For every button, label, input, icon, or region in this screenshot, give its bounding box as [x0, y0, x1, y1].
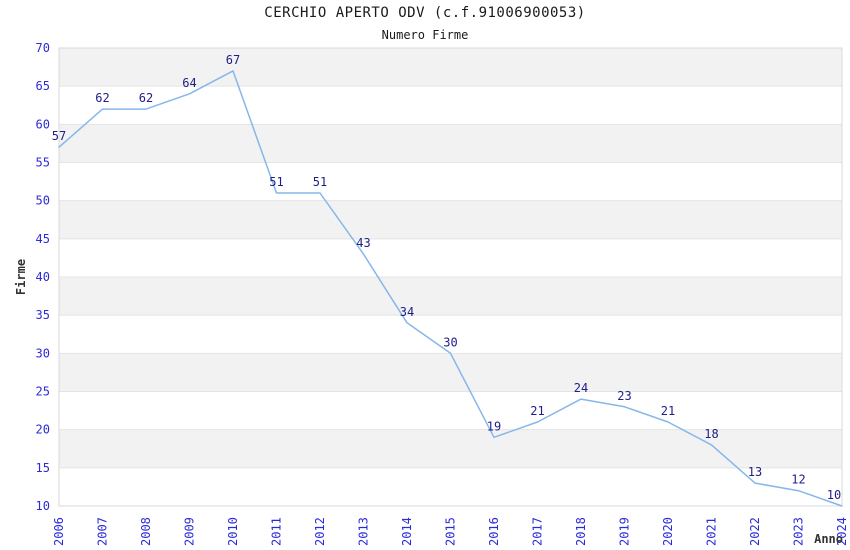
data-point-label: 13: [748, 465, 762, 479]
data-point-label: 21: [661, 404, 675, 418]
data-point-label: 62: [95, 91, 109, 105]
plot-band: [59, 467, 842, 506]
plot-band: [59, 391, 842, 430]
data-line: [58, 70, 843, 507]
data-point-label: 24: [574, 381, 588, 395]
x-tick-label: 2013: [357, 517, 371, 546]
data-point-label: 10: [827, 488, 841, 502]
y-tick-label: 60: [36, 117, 50, 131]
chart-subtitle: Numero Firme: [381, 28, 469, 42]
y-tick-label: 40: [36, 270, 50, 284]
y-tick-label: 45: [36, 232, 50, 246]
x-tick-label: 2012: [313, 517, 327, 546]
plot-band: [59, 238, 842, 277]
x-tick-label: 2024: [835, 517, 849, 546]
data-point-label: 43: [356, 236, 370, 250]
plot-band: [59, 124, 842, 163]
x-tick-label: 2011: [270, 517, 284, 546]
plot-band: [59, 429, 842, 468]
data-point-label: 67: [226, 53, 240, 67]
plot-band: [59, 353, 842, 392]
data-point-label: 30: [443, 335, 457, 349]
x-tick-label: 2020: [661, 517, 675, 546]
plot-band: [59, 86, 842, 125]
y-tick-label: 30: [36, 346, 50, 360]
data-point-label: 51: [313, 175, 327, 189]
y-tick-label: 10: [36, 499, 50, 513]
y-tick-label: 35: [36, 308, 50, 322]
x-tick-label: 2017: [531, 517, 545, 546]
data-point-label: 12: [791, 473, 805, 487]
data-point-label: 19: [487, 419, 501, 433]
plot-band: [59, 277, 842, 316]
data-point-label: 51: [269, 175, 283, 189]
x-tick-label: 2007: [96, 517, 110, 546]
y-tick-label: 15: [36, 461, 50, 475]
plot-band: [59, 162, 842, 201]
y-tick-label: 65: [36, 79, 50, 93]
y-axis-title: Firme: [14, 259, 28, 295]
x-tick-label: 2006: [52, 517, 66, 546]
x-tick-label: 2010: [226, 517, 240, 546]
x-tick-label: 2014: [400, 517, 414, 546]
x-tick-label: 2018: [574, 517, 588, 546]
y-tick-label: 25: [36, 385, 50, 399]
x-tick-label: 2021: [705, 517, 719, 546]
plot-band: [59, 48, 842, 87]
x-tick-label: 2019: [618, 517, 632, 546]
x-tick-label: 2008: [139, 517, 153, 546]
y-tick-label: 70: [36, 41, 50, 55]
x-tick-label: 2023: [792, 517, 806, 546]
data-point-label: 34: [400, 305, 414, 319]
data-point-label: 18: [704, 427, 718, 441]
x-tick-label: 2022: [748, 517, 762, 546]
x-axis-title: Anno: [814, 532, 843, 546]
data-point-label: 21: [530, 404, 544, 418]
plot-band: [59, 315, 842, 354]
x-tick-label: 2016: [487, 517, 501, 546]
x-tick-label: 2015: [444, 517, 458, 546]
data-point-label: 57: [52, 129, 66, 143]
plot-border: [58, 47, 843, 507]
data-point-label: 62: [139, 91, 153, 105]
y-tick-label: 50: [36, 194, 50, 208]
y-tick-label: 20: [36, 423, 50, 437]
chart-title: CERCHIO APERTO ODV (c.f.91006900053): [264, 5, 586, 21]
data-point-label: 64: [182, 76, 196, 90]
plot-band: [59, 200, 842, 239]
x-tick-label: 2009: [183, 517, 197, 546]
y-tick-label: 55: [36, 156, 50, 170]
data-point-label: 23: [617, 389, 631, 403]
